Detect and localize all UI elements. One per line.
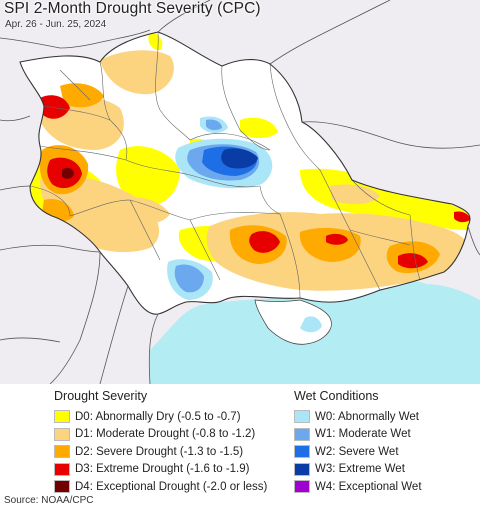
drought-legend-heading: Drought Severity: [54, 389, 148, 403]
legend-item-d3: D3: Extreme Drought (-1.6 to -1.9): [54, 461, 267, 479]
legend-swatch-w1: [294, 427, 310, 441]
legend-item-d2: D2: Severe Drought (-1.3 to -1.5): [54, 443, 267, 461]
neighbor-borders: [0, 0, 480, 384]
legend-label-d2: D2: Severe Drought (-1.3 to -1.5): [75, 445, 244, 458]
legend-swatch-d1: [54, 427, 70, 441]
wet-legend: Wet Conditions W0: Abnormally Wet W1: Mo…: [294, 389, 422, 496]
map-date-range: Apr. 26 - Jun. 25, 2024: [5, 19, 107, 30]
legend-label-w3: W3: Extreme Wet: [315, 463, 405, 476]
legend-label-d3: D3: Extreme Drought (-1.6 to -1.9): [75, 463, 250, 476]
legend: Drought Severity D0: Abnormally Dry (-0.…: [0, 384, 480, 494]
legend-label-w0: W0: Abnormally Wet: [315, 410, 419, 423]
legend-item-d1: D1: Moderate Drought (-0.8 to -1.2): [54, 426, 267, 444]
legend-label-w4: W4: Exceptional Wet: [315, 480, 422, 493]
legend-swatch-d0: [54, 410, 70, 424]
map-title: SPI 2-Month Drought Severity (CPC): [4, 0, 261, 17]
ukraine-border: [19, 31, 471, 315]
legend-swatch-w0: [294, 410, 310, 424]
legend-item-w0: W0: Abnormally Wet: [294, 408, 422, 426]
legend-swatch-w3: [294, 462, 310, 476]
legend-label-w1: W1: Moderate Wet: [315, 428, 411, 441]
crimea: [254, 299, 332, 345]
source-credit: Source: NOAA/CPC: [4, 495, 94, 506]
wet-legend-heading: Wet Conditions: [294, 389, 379, 403]
map-svg: [0, 0, 480, 384]
legend-item-w4: W4: Exceptional Wet: [294, 478, 422, 496]
legend-item-w2: W2: Severe Wet: [294, 443, 422, 461]
legend-label-d1: D1: Moderate Drought (-0.8 to -1.2): [75, 428, 256, 441]
legend-swatch-w4: [294, 480, 310, 494]
legend-item-w1: W1: Moderate Wet: [294, 426, 422, 444]
drought-map: [0, 0, 480, 384]
legend-swatch-d2: [54, 445, 70, 459]
legend-label-d0: D0: Abnormally Dry (-0.5 to -0.7): [75, 410, 241, 423]
legend-item-d4: D4: Exceptional Drought (-2.0 or less): [54, 478, 267, 496]
legend-label-d4: D4: Exceptional Drought (-2.0 or less): [75, 480, 268, 493]
legend-item-d0: D0: Abnormally Dry (-0.5 to -0.7): [54, 408, 267, 426]
drought-legend: Drought Severity D0: Abnormally Dry (-0.…: [54, 389, 267, 496]
legend-swatch-w2: [294, 445, 310, 459]
legend-label-w2: W2: Severe Wet: [315, 445, 399, 458]
legend-swatch-d3: [54, 462, 70, 476]
legend-swatch-d4: [54, 480, 70, 494]
legend-item-w3: W3: Extreme Wet: [294, 461, 422, 479]
severity-patches: [27, 32, 470, 300]
oblast-borders: [29, 32, 421, 299]
